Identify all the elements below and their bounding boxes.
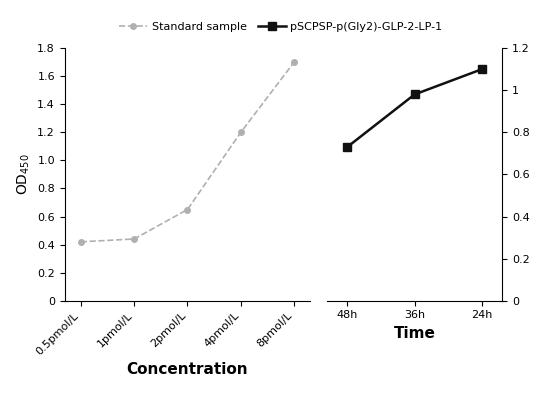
X-axis label: Time: Time xyxy=(394,326,436,341)
Legend: Standard sample, pSCPSP-p(Gly2)-GLP-2-LP-1: Standard sample, pSCPSP-p(Gly2)-GLP-2-LP… xyxy=(115,18,447,36)
X-axis label: Concentration: Concentration xyxy=(127,362,248,377)
Y-axis label: OD$_{450}$: OD$_{450}$ xyxy=(15,154,32,195)
